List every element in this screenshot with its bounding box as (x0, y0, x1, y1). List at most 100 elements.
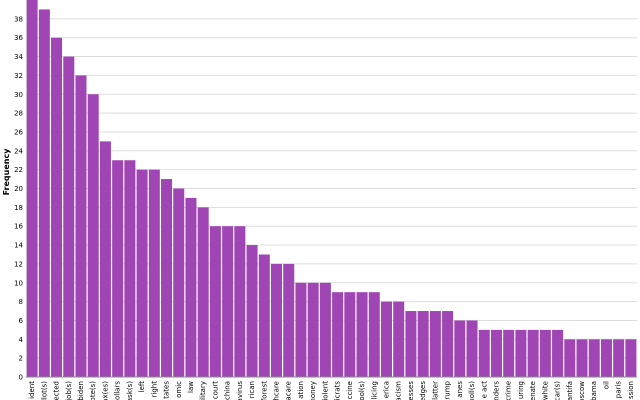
bar (442, 311, 454, 377)
x-category-label: rican (248, 381, 256, 398)
x-category-label: icrats (334, 381, 342, 400)
x-category-label: oscow (578, 381, 586, 400)
x-category-label: crime (505, 381, 513, 400)
x-category-label: ilitary (199, 381, 207, 400)
bar (454, 320, 466, 377)
x-category-label: ax(es) (101, 381, 109, 400)
bar (51, 37, 63, 377)
x-category-label: latter (431, 381, 439, 400)
bar (87, 94, 99, 377)
bar (75, 75, 87, 378)
y-tick-label: 18 (14, 204, 23, 212)
x-category-label: antifa (566, 381, 574, 400)
bar (332, 292, 344, 377)
x-category-label: ollars (114, 381, 122, 400)
bar (222, 226, 234, 377)
x-category-label: job(s) (65, 381, 73, 400)
bar (503, 329, 515, 377)
y-tick-label: 36 (14, 34, 23, 42)
bar (185, 197, 197, 377)
x-category-label: iolent (321, 381, 329, 400)
bar (246, 245, 258, 377)
bar (258, 254, 270, 377)
y-tick-label: 6 (19, 317, 24, 325)
x-category-label: anes (456, 381, 464, 398)
bar (552, 329, 564, 377)
y-tick-label: 22 (14, 166, 23, 174)
x-category-label: acare (285, 381, 293, 400)
bar (490, 329, 502, 377)
x-category-label: china (224, 381, 232, 400)
bar (112, 160, 124, 377)
bar (161, 179, 173, 377)
x-category-label: noney (309, 381, 317, 400)
x-category-label: edges (419, 381, 427, 400)
y-tick-label: 20 (14, 185, 23, 193)
x-category-label: bama (590, 381, 598, 400)
bar (539, 329, 551, 377)
bar (405, 311, 417, 377)
bar (600, 339, 612, 377)
bar (380, 301, 392, 377)
bar (588, 339, 600, 377)
y-tick-label: 12 (14, 260, 23, 268)
x-category-label: car(s) (554, 381, 562, 400)
bar (99, 141, 111, 377)
x-category-label: paris (615, 381, 623, 399)
bar (173, 188, 185, 377)
bar (417, 311, 429, 377)
x-category-label: enate (529, 381, 537, 400)
y-tick-label: 26 (14, 128, 23, 136)
bar (613, 339, 625, 377)
x-category-label: court (211, 381, 219, 399)
y-tick-label: 24 (14, 147, 23, 155)
y-tick-label: 10 (14, 279, 23, 287)
bar (576, 339, 588, 377)
bar (283, 263, 295, 377)
bar (209, 226, 221, 377)
bar (564, 339, 576, 377)
bar (234, 226, 246, 377)
y-axis-title: Frequency (2, 148, 11, 196)
x-axis-labels: ident llot(s) ected job(s) biden ote(s) ax(es)… (28, 380, 635, 400)
x-category-label: ssion (627, 381, 635, 399)
x-category-label: rump (444, 380, 452, 399)
y-tick-label: 30 (14, 91, 23, 99)
bar (271, 263, 283, 377)
x-category-label: tates (163, 381, 171, 399)
x-category-label: oil (602, 381, 610, 389)
bar (26, 0, 38, 377)
bar (38, 9, 50, 378)
y-tick-label: 34 (14, 53, 23, 61)
bar (319, 282, 331, 377)
bar (344, 292, 356, 377)
x-category-label: uring (517, 381, 525, 399)
bar (124, 160, 136, 377)
x-category-label: left (138, 381, 146, 393)
x-category-label: esses (407, 381, 415, 400)
bar (429, 311, 441, 377)
x-category-label: forest (260, 381, 268, 400)
x-category-label: ote(s) (89, 381, 97, 400)
bar (393, 301, 405, 377)
y-tick-label: 4 (19, 336, 24, 344)
x-category-label: avirus (236, 381, 244, 400)
bar (515, 329, 527, 377)
bar (136, 169, 148, 377)
x-category-label: ccine (346, 381, 354, 399)
x-category-label: white (541, 381, 549, 400)
x-category-label: erica (382, 381, 390, 398)
y-tick-label: 14 (14, 242, 23, 250)
y-tick-label: 2 (19, 355, 23, 363)
x-category-label: e act (480, 381, 488, 399)
x-category-label: biden (77, 381, 85, 400)
x-category-label: ected (53, 381, 61, 400)
y-tick-label: 32 (14, 72, 23, 80)
x-category-label: olicing (370, 381, 378, 400)
x-category-label: hcare (273, 381, 281, 400)
x-category-label: omic (175, 381, 183, 398)
y-tick-label: 28 (14, 110, 23, 118)
